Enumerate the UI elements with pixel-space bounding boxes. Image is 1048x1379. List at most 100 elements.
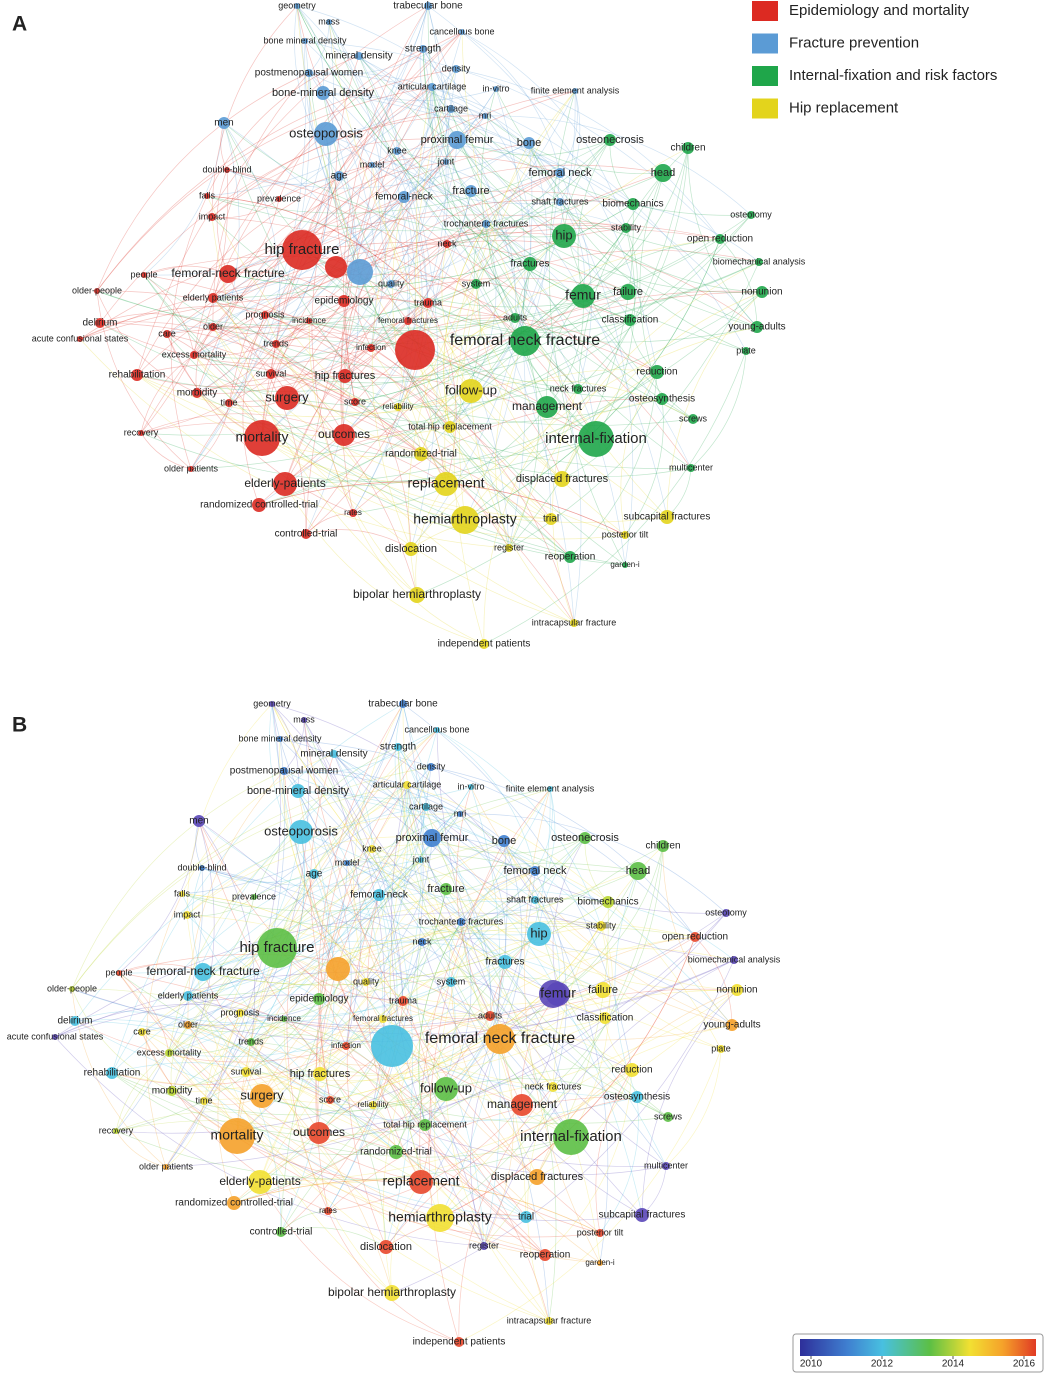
link: [259, 1181, 460, 1343]
link: [181, 766, 432, 895]
link: [227, 271, 345, 302]
node-label: femoral-neck: [350, 890, 409, 901]
link: [212, 297, 692, 469]
link: [212, 88, 497, 299]
node-label: elderly-patients: [244, 476, 325, 490]
node: [77, 336, 83, 342]
node: [398, 996, 408, 1006]
node-label: trial: [543, 514, 559, 525]
link: [280, 790, 335, 1233]
node: [106, 1067, 118, 1079]
node: [349, 509, 357, 517]
link: [261, 1088, 447, 1112]
link: [296, 5, 631, 321]
node-label: screws: [679, 413, 708, 423]
node-label: fractures: [511, 259, 550, 270]
link: [346, 862, 506, 963]
node-label: open reduction: [662, 932, 728, 943]
link: [503, 840, 722, 1050]
link: [187, 896, 255, 997]
link: [187, 786, 472, 997]
node: [301, 529, 311, 539]
node-label: older patients: [164, 463, 219, 473]
link: [391, 784, 485, 1247]
node-label: biomechanical analysis: [713, 256, 806, 266]
link: [283, 719, 305, 772]
node-label: in-vitro: [482, 83, 509, 93]
link: [253, 703, 404, 898]
link: [143, 274, 571, 558]
node-label: plate: [711, 1043, 731, 1053]
link: [203, 1098, 397, 1153]
node-label: older-people: [47, 983, 97, 993]
node-label: strength: [405, 44, 441, 55]
node: [69, 986, 75, 992]
link: [485, 172, 561, 225]
link: [301, 164, 664, 251]
link: [428, 840, 505, 1343]
link: [193, 108, 452, 356]
node: [250, 1084, 274, 1108]
link: [211, 5, 298, 218]
link: [286, 873, 329, 1212]
link: [212, 320, 310, 335]
link: [370, 347, 626, 536]
link: [286, 291, 763, 408]
node-label: hemiarthroplasty: [413, 511, 517, 527]
link: [54, 1003, 285, 1038]
link: [206, 55, 360, 197]
node-label: hip: [555, 227, 572, 242]
node-label: young-adults: [728, 322, 785, 333]
link: [459, 813, 507, 963]
link: [168, 1018, 285, 1055]
node-label: osteonecrosis: [576, 134, 644, 146]
node: [555, 168, 565, 178]
link: [300, 784, 408, 833]
link: [118, 972, 170, 1054]
link: [203, 784, 408, 1102]
link: [186, 836, 433, 916]
link: [187, 1024, 252, 1043]
link: [624, 398, 664, 536]
node: [165, 1049, 173, 1057]
link: [459, 813, 727, 914]
link: [483, 1038, 514, 1247]
node-label: articular cartilage: [398, 81, 467, 91]
link: [534, 788, 553, 872]
node: [138, 1028, 146, 1036]
link: [318, 1132, 546, 1256]
link: [464, 238, 721, 521]
link: [193, 354, 552, 520]
node-label: quality: [378, 278, 405, 288]
node: [457, 811, 463, 817]
link: [166, 115, 486, 335]
link: [212, 88, 497, 299]
legend-label: Epidemiology and mortality: [789, 2, 970, 19]
node-label: total hip replacement: [408, 421, 492, 431]
node: [224, 167, 230, 173]
link: [226, 169, 692, 469]
node: [715, 234, 725, 244]
node: [479, 639, 489, 649]
link: [434, 788, 551, 1219]
link: [483, 959, 735, 1247]
link: [690, 350, 747, 469]
link: [242, 314, 266, 506]
link: [397, 238, 721, 408]
link: [168, 806, 427, 1054]
node-label: survival: [256, 368, 287, 378]
node-label: reliability: [357, 1100, 388, 1109]
link: [352, 398, 663, 514]
colorbar: [800, 1339, 1036, 1356]
link: [181, 893, 404, 1002]
node: [248, 1170, 272, 1194]
node-label: head: [651, 167, 675, 179]
link: [258, 172, 664, 506]
node-label: trends: [238, 1036, 264, 1046]
node-label: osteosynthesis: [604, 1092, 670, 1103]
node: [252, 498, 266, 512]
link: [118, 972, 546, 1256]
link: [483, 388, 579, 645]
link: [333, 753, 735, 961]
legend-swatch: [752, 66, 778, 86]
